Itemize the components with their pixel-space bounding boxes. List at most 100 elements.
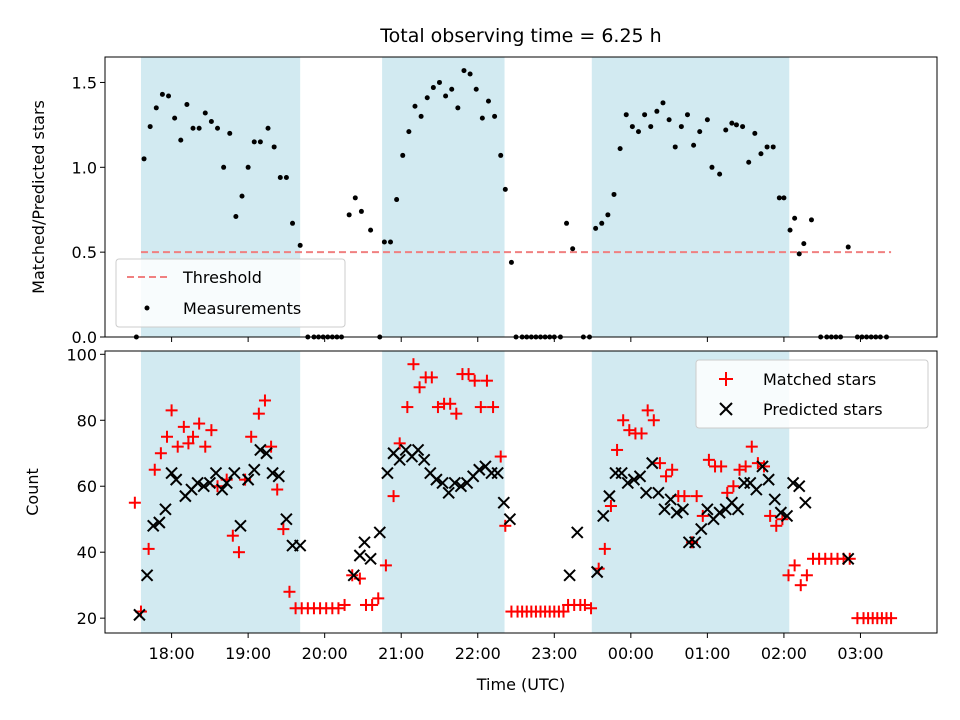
predicted-star-point bbox=[293, 539, 307, 552]
bottom-y-tick-label: 100 bbox=[66, 345, 97, 364]
predicted-star-point bbox=[652, 486, 665, 500]
predicted-star-point bbox=[241, 473, 255, 486]
measurement-point bbox=[808, 217, 814, 223]
measurement-point bbox=[623, 112, 629, 118]
matched-star-point bbox=[199, 440, 212, 453]
matched-legend-label: Matched stars bbox=[763, 370, 876, 389]
measurement-point bbox=[352, 195, 358, 201]
predicted-star-point bbox=[133, 608, 146, 622]
measurement-point bbox=[443, 93, 449, 99]
predicted-legend-label: Predicted stars bbox=[763, 400, 883, 419]
measurement-point bbox=[729, 120, 735, 126]
x-tick-label: 22:00 bbox=[455, 644, 501, 663]
matched-star-point bbox=[739, 460, 752, 473]
measurement-point bbox=[277, 174, 283, 180]
matched-star-point bbox=[604, 500, 617, 513]
bottom-x-axis-ticks: 18:00 19:00 20:00 21:00 22:00 23:00 00:00 01:00… bbox=[149, 633, 884, 663]
predicted-star-point bbox=[417, 453, 431, 467]
matched-star-point bbox=[794, 579, 807, 592]
measurement-point bbox=[473, 86, 479, 92]
predicted-star-point bbox=[639, 486, 653, 500]
threshold-legend-label: Threshold bbox=[182, 268, 262, 287]
measurement-point bbox=[202, 110, 208, 116]
predicted-star-point bbox=[491, 466, 504, 480]
matched-star-point bbox=[271, 483, 284, 496]
measurement-point bbox=[792, 215, 798, 221]
predicted-star-point bbox=[165, 466, 178, 480]
top-legend: Threshold Measurements bbox=[115, 258, 346, 328]
matched-star-point bbox=[788, 559, 801, 572]
top-shaded-window-2 bbox=[382, 57, 505, 337]
measurement-point bbox=[502, 186, 508, 192]
predicted-star-point bbox=[280, 513, 293, 526]
chart-title: Total observing time = 6.25 h bbox=[379, 25, 661, 47]
bottom-y-tick-label: 60 bbox=[77, 477, 97, 496]
measurement-point bbox=[684, 112, 690, 118]
measurement-point bbox=[358, 208, 364, 214]
matched-star-point bbox=[407, 358, 420, 371]
top-y-axis-label: Matched/Predicted stars bbox=[29, 100, 48, 294]
measurement-point bbox=[271, 144, 277, 150]
predicted-star-point bbox=[793, 480, 806, 493]
bottom-plot-frame bbox=[104, 350, 938, 634]
measurement-point bbox=[208, 118, 214, 124]
top-shaded-window-3 bbox=[591, 57, 790, 337]
matched-star-point bbox=[258, 394, 271, 407]
measurement-point bbox=[642, 112, 648, 118]
measurement-point bbox=[245, 164, 251, 170]
matched-star-point bbox=[148, 463, 161, 476]
measurement-point bbox=[492, 113, 498, 119]
matched-star-point bbox=[696, 509, 709, 522]
x-tick-label: 23:00 bbox=[531, 644, 577, 663]
measurement-point bbox=[758, 151, 764, 157]
bottom-y-tick-label: 20 bbox=[77, 609, 97, 628]
matched-star-point bbox=[450, 407, 463, 420]
matched-star-point bbox=[666, 463, 679, 476]
measurement-point bbox=[570, 246, 576, 252]
matched-star-point bbox=[444, 397, 457, 410]
predicted-star-point bbox=[347, 569, 360, 582]
bottom-shaded-windows bbox=[140, 351, 790, 633]
measurement-point bbox=[723, 127, 729, 133]
predicted-star-point bbox=[159, 503, 172, 516]
predicted-legend-marker bbox=[719, 402, 733, 416]
measurement-point bbox=[166, 93, 172, 99]
predicted-star-point bbox=[842, 552, 855, 565]
predicted-star-point bbox=[786, 476, 800, 490]
predicted-star-point bbox=[436, 476, 449, 490]
matched-star-point bbox=[733, 463, 746, 476]
predicted-star-point bbox=[373, 526, 386, 539]
measurement-point bbox=[740, 124, 746, 130]
measurement-point bbox=[400, 152, 406, 158]
measurement-point bbox=[418, 113, 424, 119]
measurement-point bbox=[635, 129, 641, 135]
measurement-point bbox=[704, 117, 710, 123]
predicted-star-point bbox=[503, 513, 517, 526]
matched-star-point bbox=[578, 598, 591, 611]
measurement-point bbox=[467, 71, 473, 77]
measurement-point bbox=[697, 129, 703, 135]
predicted-star-point bbox=[676, 503, 690, 516]
measurement-point bbox=[801, 241, 807, 247]
measurement-point bbox=[746, 159, 752, 165]
measurement-point bbox=[617, 146, 623, 152]
predicted-star-point bbox=[234, 519, 247, 533]
predicted-star-point bbox=[353, 549, 367, 562]
measurement-point bbox=[717, 171, 723, 177]
measurement-point bbox=[436, 79, 442, 85]
measurement-point bbox=[233, 214, 239, 220]
predicted-star-point bbox=[633, 470, 647, 483]
count-points bbox=[128, 358, 898, 625]
measurement-point bbox=[660, 100, 666, 106]
matched-star-point bbox=[758, 460, 771, 473]
measurement-point bbox=[141, 156, 147, 162]
measurement-point bbox=[283, 174, 289, 180]
predicted-star-point bbox=[358, 536, 371, 549]
bottom-panel: 20 40 60 80 100 18:00 19:00 20:00 21:00 22:00 23:… bbox=[23, 345, 938, 694]
bottom-y-axis-label: Count bbox=[23, 468, 42, 516]
measurement-point bbox=[629, 124, 635, 130]
measurement-point bbox=[239, 193, 245, 199]
measurement-point bbox=[672, 144, 678, 150]
matched-star-point bbox=[770, 519, 783, 532]
matched-star-point bbox=[885, 612, 898, 625]
